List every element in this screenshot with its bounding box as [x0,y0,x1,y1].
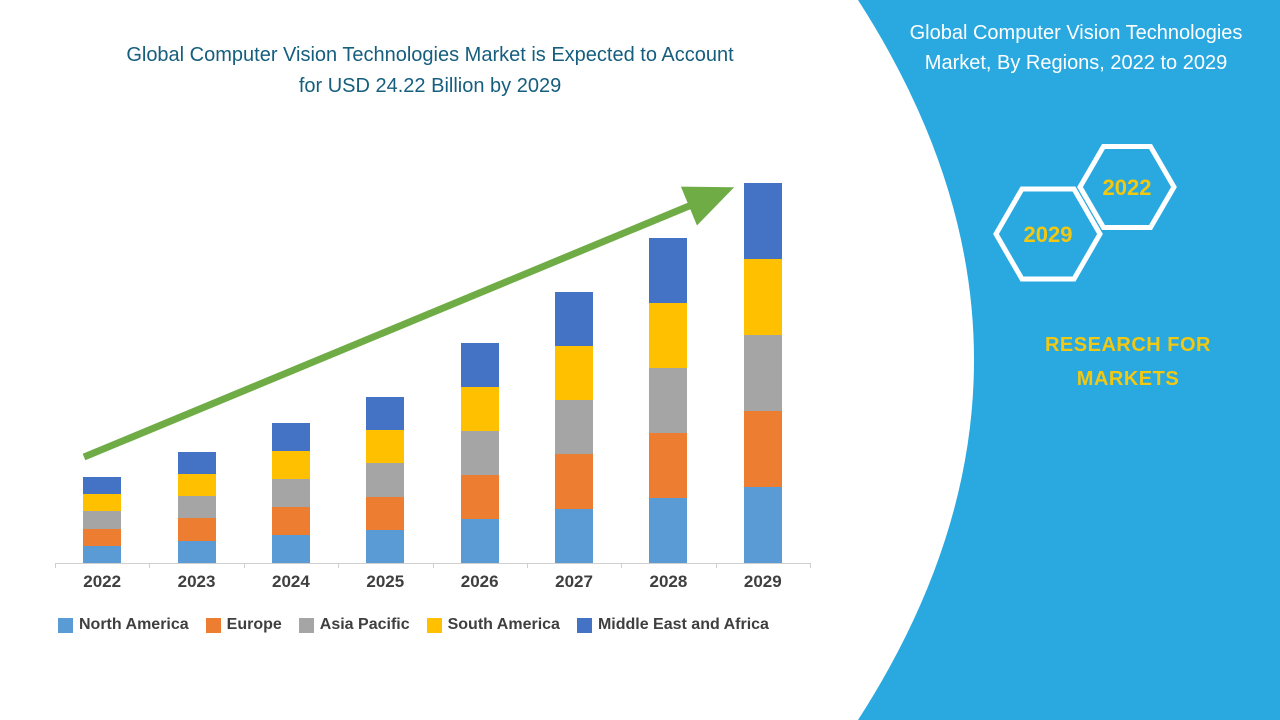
legend-item-europe: Europe [205,616,282,634]
x-axis-ticks [55,563,811,569]
x-label-2022: 2022 [83,572,122,591]
bar-segment-north-america [271,535,310,563]
axis-tick [715,563,717,568]
bar-segment-europe [177,518,216,541]
bar-segment-asia-pacific [177,496,216,519]
legend-label-middle-east-and-africa: Middle East and Africa [597,616,769,633]
bar-segment-north-america [366,529,405,563]
axis-tick [149,563,151,568]
bar-segment-asia-pacific [460,431,499,476]
hexagon-2029-label: 2029 [1024,222,1073,247]
x-label-2023: 2023 [177,572,216,591]
x-axis-labels: 2022 2023 2024 2025 2026 2027 2028 2029 [55,572,810,592]
right-panel-title: Global Computer Vision Technologies Mark… [878,18,1274,78]
chart-title: Global Computer Vision Technologies Mark… [0,40,860,102]
legend-swatch-south-america [426,617,442,633]
right-panel-title-line1: Global Computer Vision Technologies [909,22,1243,44]
hexagon-2029 [993,186,1103,282]
x-label-2026: 2026 [460,572,499,591]
bar-segment-asia-pacific [555,400,594,455]
bar-segment-middle-east-and-africa [460,343,499,388]
bar-segment-asia-pacific [83,511,122,529]
legend-label-asia-pacific: Asia Pacific [319,616,410,633]
brand-line1: RESEARCH FOR [1044,334,1211,356]
bar-segment-europe [366,496,405,530]
axis-tick [621,563,623,568]
bar-segment-europe [555,454,594,509]
bar-segment-north-america [555,508,594,563]
bar-2023 [177,451,216,563]
hexagon-2022-label: 2022 [1103,175,1152,200]
legend-item-middle-east-and-africa: Middle East and Africa [576,616,769,634]
legend-swatch-middle-east-and-africa [576,617,592,633]
bar-segment-north-america [649,498,688,563]
bar-2024 [271,423,310,563]
chart-title-line1: Global Computer Vision Technologies Mark… [126,44,734,66]
bar-segment-south-america [649,303,688,369]
axis-tick [526,563,528,568]
plot-area [55,150,810,564]
bar-segment-asia-pacific [649,368,688,434]
bar-2025 [366,396,405,563]
bar-segment-north-america [177,540,216,563]
axis-tick [810,563,811,568]
bar-segment-middle-east-and-africa [366,396,405,430]
legend-item-north-america: North America [58,616,189,634]
bar-segment-middle-east-and-africa [271,423,310,452]
legend-label-europe: Europe [226,616,282,633]
bar-segment-south-america [555,345,594,401]
axis-tick [432,563,434,568]
brand-text: RESEARCH FOR MARKETS [998,328,1258,396]
bar-segment-middle-east-and-africa [177,451,216,474]
x-label-2028: 2028 [649,572,688,591]
legend-label-north-america: North America [79,616,189,633]
right-panel-title-line2: Market, By Regions, 2022 to 2029 [924,52,1228,74]
bar-2029 [743,183,782,563]
bar-segment-north-america [460,519,499,563]
axis-tick [243,563,245,568]
bar-segment-north-america [743,486,782,563]
bar-segment-south-america [83,494,122,512]
bar-segment-asia-pacific [271,479,310,508]
legend-item-south-america: South America [426,616,560,634]
bar-segment-south-america [177,473,216,497]
bar-segment-middle-east-and-africa [555,291,594,346]
bar-2022 [83,476,122,563]
bar-2026 [460,343,499,563]
x-label-2024: 2024 [272,572,310,591]
legend-item-asia-pacific: Asia Pacific [298,616,410,634]
bar-2028 [649,238,688,563]
bar-segment-middle-east-and-africa [83,476,122,494]
axis-tick [338,563,340,568]
axis-tick [55,563,56,568]
bar-segment-asia-pacific [743,334,782,411]
legend-swatch-north-america [58,617,73,633]
bar-segment-europe [460,475,499,520]
legend-swatch-europe [205,617,221,633]
x-label-2027: 2027 [555,572,593,591]
x-label-2025: 2025 [366,572,405,591]
bar-segment-europe [743,410,782,487]
bar-segment-europe [649,433,688,499]
legend-swatch-asia-pacific [298,617,314,633]
legend-label-south-america: South America [447,616,560,633]
bar-segment-europe [271,507,310,536]
bar-segment-south-america [743,258,782,335]
bar-segment-north-america [83,545,122,563]
chart-title-line2: for USD 24.22 Billion by 2029 [298,75,562,97]
bar-segment-middle-east-and-africa [743,183,782,259]
hexagon-2022 [1077,144,1177,230]
bar-segment-europe [83,528,122,546]
bar-segment-asia-pacific [366,463,405,497]
legend: North America Europe Asia Pacific South Ame… [58,616,769,634]
bar-segment-south-america [366,430,405,464]
bar-segment-middle-east-and-africa [649,238,688,304]
bar-segment-south-america [271,451,310,480]
brand-line2: MARKETS [1076,368,1180,390]
x-label-2029: 2029 [743,572,782,591]
bar-segment-south-america [460,387,499,432]
bar-2027 [555,291,594,563]
